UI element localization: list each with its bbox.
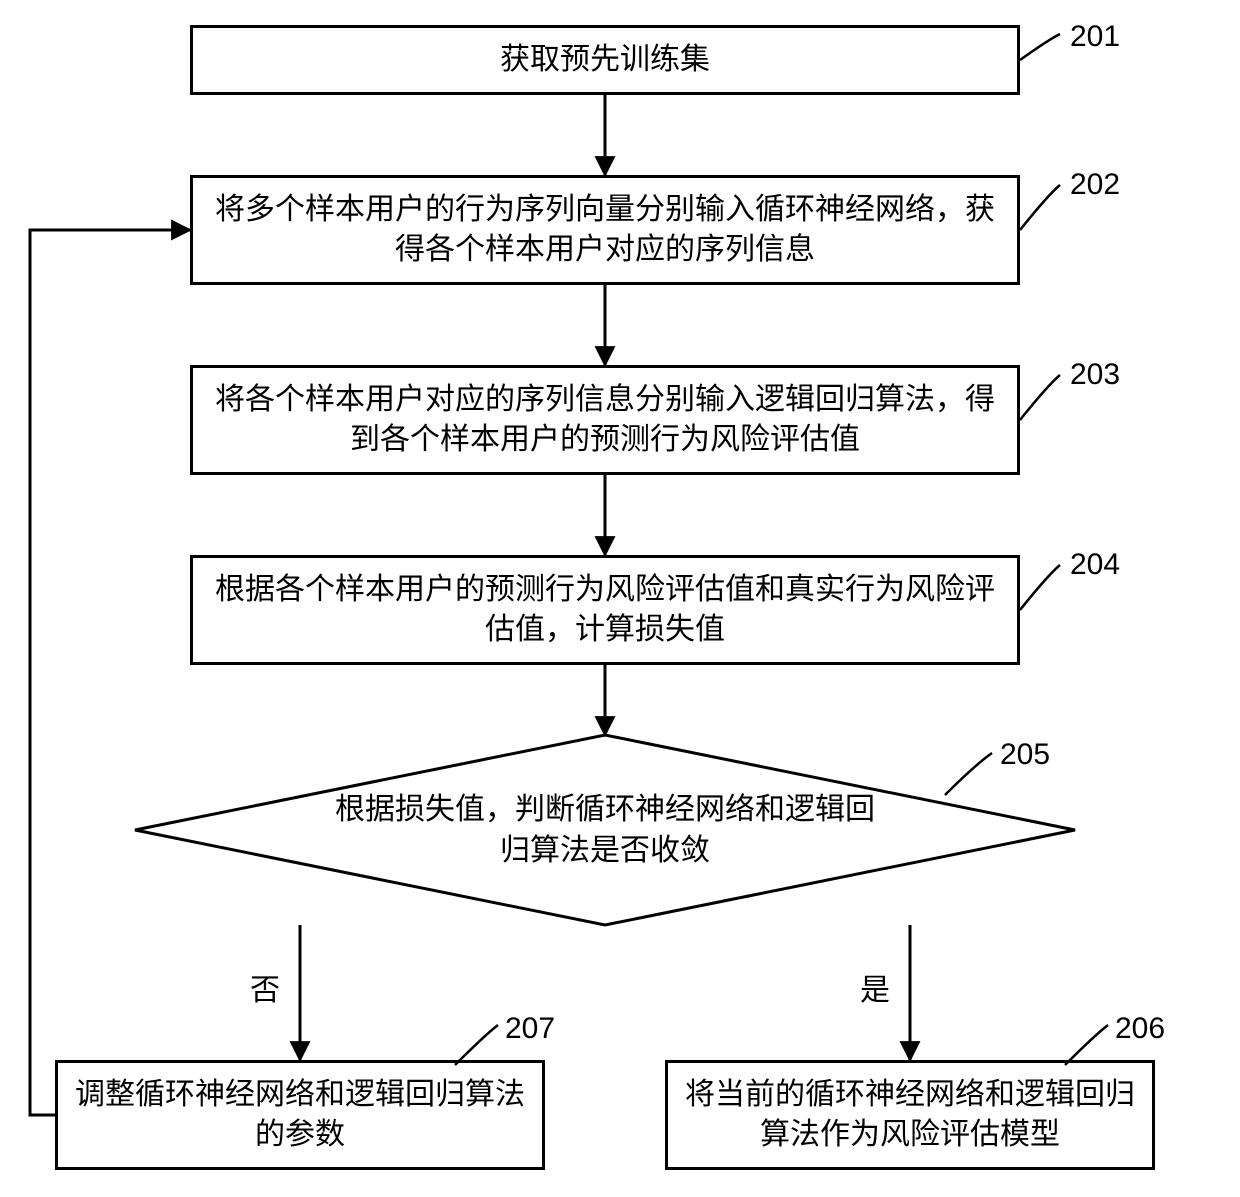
step-206-label: 206 <box>1115 1012 1165 1046</box>
step-202-label: 202 <box>1070 168 1120 202</box>
edge-yes-label: 是 <box>860 965 890 1009</box>
step-202: 将多个样本用户的行为序列向量分别输入循环神经网络，获得各个样本用户对应的序列信息 <box>190 175 1020 285</box>
step-203: 将各个样本用户对应的序列信息分别输入逻辑回归算法，得到各个样本用户的预测行为风险… <box>190 365 1020 475</box>
step-205-text: 根据损失值，判断循环神经网络和逻辑回归算法是否收敛 <box>335 793 875 867</box>
step-203-label: 203 <box>1070 358 1120 392</box>
step-205-text-wrap: 根据损失值，判断循环神经网络和逻辑回归算法是否收敛 <box>335 790 875 871</box>
step-201-label: 201 <box>1070 20 1120 54</box>
step-204-label: 204 <box>1070 548 1120 582</box>
step-202-text: 将多个样本用户的行为序列向量分别输入循环神经网络，获得各个样本用户对应的序列信息 <box>205 190 1005 271</box>
step-204: 根据各个样本用户的预测行为风险评估值和真实行为风险评估值，计算损失值 <box>190 555 1020 665</box>
step-206-text: 将当前的循环神经网络和逻辑回归算法作为风险评估模型 <box>680 1075 1140 1156</box>
edge-no-label: 否 <box>250 965 280 1009</box>
step-207: 调整循环神经网络和逻辑回归算法的参数 <box>55 1060 545 1170</box>
step-207-text: 调整循环神经网络和逻辑回归算法的参数 <box>70 1075 530 1156</box>
step-201-text: 获取预先训练集 <box>500 40 710 81</box>
step-201: 获取预先训练集 <box>190 25 1020 95</box>
step-206: 将当前的循环神经网络和逻辑回归算法作为风险评估模型 <box>665 1060 1155 1170</box>
step-207-label: 207 <box>505 1012 555 1046</box>
step-204-text: 根据各个样本用户的预测行为风险评估值和真实行为风险评估值，计算损失值 <box>205 570 1005 651</box>
flowchart-canvas: 获取预先训练集 201 将多个样本用户的行为序列向量分别输入循环神经网络，获得各… <box>0 0 1240 1197</box>
step-203-text: 将各个样本用户对应的序列信息分别输入逻辑回归算法，得到各个样本用户的预测行为风险… <box>205 380 1005 461</box>
step-205-label: 205 <box>1000 738 1050 772</box>
